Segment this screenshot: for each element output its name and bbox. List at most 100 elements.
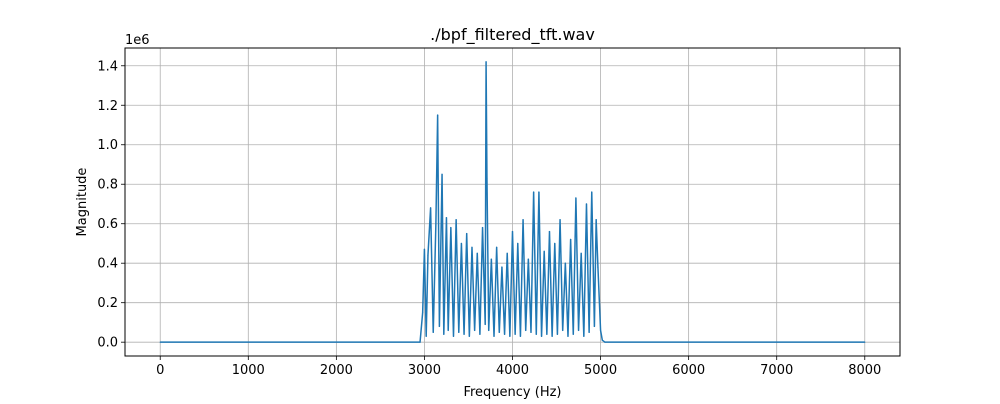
data-point [509, 335, 511, 337]
data-point [595, 219, 597, 221]
spectrum-line [160, 61, 865, 343]
data-point [452, 335, 455, 337]
y-tick-label: 0.6 [97, 217, 118, 232]
data-point [527, 258, 529, 260]
y-tick-label: 1.2 [97, 99, 118, 114]
data-point [430, 207, 432, 209]
y-tick-label: 1.4 [97, 59, 118, 74]
data-point [498, 331, 500, 333]
data-point [460, 242, 463, 245]
data-point [447, 329, 449, 331]
data-point [533, 191, 535, 193]
y-tick-label: 0.2 [97, 296, 118, 311]
data-point [455, 219, 457, 221]
data-point [604, 341, 606, 343]
data-point [554, 242, 556, 245]
data-point [458, 331, 460, 333]
data-point [583, 335, 585, 337]
data-point [481, 227, 484, 229]
data-point [427, 254, 429, 256]
y-tick-label: 0.4 [97, 257, 118, 272]
data-point [450, 227, 452, 229]
x-tick-label: 2000 [320, 363, 353, 378]
data-point [159, 341, 161, 343]
data-point [597, 266, 599, 268]
data-point [438, 325, 440, 327]
data-point [570, 238, 572, 241]
data-point [490, 258, 492, 260]
data-point [543, 250, 545, 252]
data-point [562, 329, 564, 331]
data-point [443, 333, 445, 335]
data-point [577, 329, 580, 331]
data-point [564, 262, 566, 264]
x-axis: 0 1000 2000 3000 4000 5000 6000 7000 8000 [156, 356, 881, 378]
data-point [599, 329, 602, 331]
x-tick-label: 3000 [408, 363, 441, 378]
data-point [496, 246, 498, 249]
data-point [567, 335, 569, 337]
data-point [422, 311, 424, 314]
data-point [503, 333, 506, 335]
y-tick-label: 1.0 [97, 138, 118, 153]
y-axis-label: Magnitude [75, 168, 90, 237]
y-tick-label: 0.0 [97, 336, 118, 351]
data-point [585, 203, 588, 205]
x-tick-label: 0 [156, 363, 164, 378]
x-tick-label: 7000 [760, 363, 793, 378]
y-axis: 0.0 0.2 0.4 0.6 0.8 1.0 1.2 1.4 [97, 59, 125, 351]
data-point [551, 335, 553, 337]
data-point [479, 333, 481, 335]
data-point [511, 231, 514, 233]
data-point [441, 173, 443, 175]
x-tick-label: 6000 [672, 363, 705, 378]
data-point [463, 333, 465, 335]
chart-title: ./bpf_filtered_tft.wav [430, 25, 595, 45]
data-point [546, 333, 548, 335]
data-point [493, 335, 495, 337]
data-point [423, 248, 426, 250]
y-tick-label: 0.8 [97, 178, 118, 193]
x-tick-label: 5000 [584, 363, 617, 378]
data-point [535, 333, 537, 335]
x-tick-label: 8000 [848, 363, 881, 378]
data-point [556, 333, 559, 335]
data-point [540, 335, 543, 337]
data-point [519, 335, 522, 337]
data-point [525, 329, 527, 331]
data-point [468, 335, 470, 337]
data-point [506, 252, 508, 254]
data-point [445, 217, 448, 219]
data-point [432, 331, 434, 333]
data-point [575, 197, 577, 199]
data-point [514, 333, 516, 335]
data-point [435, 223, 437, 225]
data-point [484, 323, 486, 326]
data-point [522, 219, 524, 221]
series-layer [159, 61, 866, 343]
data-point [486, 177, 488, 179]
grid [125, 48, 900, 356]
data-point [530, 331, 532, 333]
data-point [572, 333, 574, 335]
x-tick-label: 4000 [496, 363, 529, 378]
data-point [593, 325, 596, 327]
data-point [538, 191, 540, 193]
data-point [488, 329, 490, 331]
x-tick-label: 1000 [232, 363, 265, 378]
data-point [425, 335, 427, 337]
data-point [419, 341, 421, 343]
data-point [517, 242, 519, 245]
data-point [864, 341, 866, 343]
data-point [591, 191, 593, 193]
data-point [548, 231, 551, 233]
data-point [601, 339, 603, 341]
data-point [476, 252, 478, 254]
data-point [474, 329, 476, 331]
data-point [588, 331, 590, 333]
data-point [437, 114, 439, 116]
data-point [466, 232, 468, 235]
data-point [485, 61, 487, 63]
